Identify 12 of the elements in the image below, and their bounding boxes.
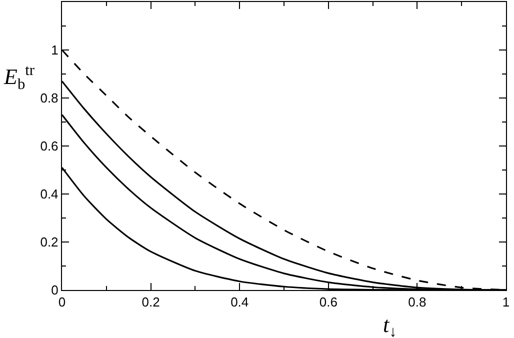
y-tick-label: 0.8 <box>40 90 58 106</box>
x-tick-label: 0.6 <box>319 294 338 310</box>
y-tick-label: 0.4 <box>40 186 58 202</box>
x-tick-label: 0.4 <box>230 294 249 310</box>
x-axis-title: t$_{↓}$ <box>383 312 397 338</box>
y-tick-label: 0.6 <box>40 138 58 154</box>
x-tick-label: 0.2 <box>142 294 160 310</box>
y-tick-label: 0.2 <box>40 234 58 250</box>
y-tick-label: 1 <box>51 42 58 58</box>
y-tick-label: 0 <box>51 282 58 298</box>
x-tick-label: 0.8 <box>408 294 426 310</box>
x-tick-label: 1 <box>502 294 510 310</box>
